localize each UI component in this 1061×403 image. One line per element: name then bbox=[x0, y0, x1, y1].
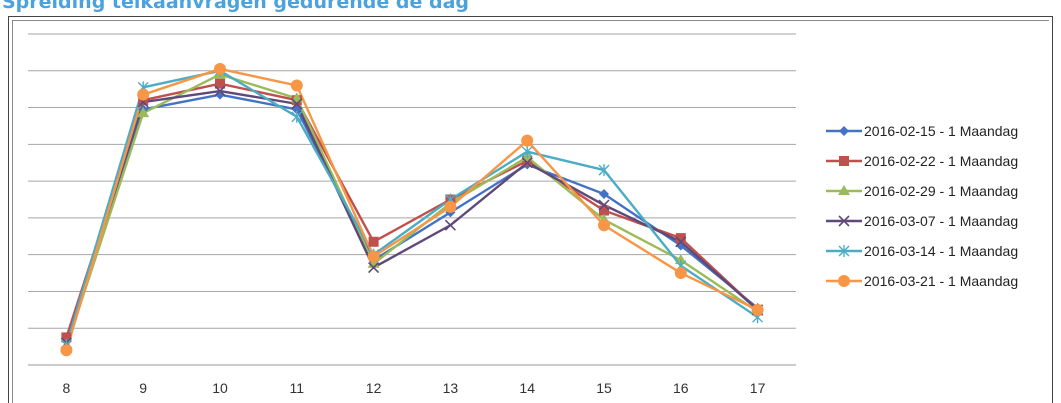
chart-inner-frame bbox=[12, 20, 1049, 403]
series-line-5 bbox=[65, 69, 759, 346]
legend-item: 2016-02-29 - 1 Maandag bbox=[826, 183, 1018, 199]
legend-marker bbox=[839, 126, 849, 136]
gridlines bbox=[28, 33, 796, 366]
legend-label: 2016-03-14 - 1 Maandag bbox=[864, 243, 1018, 259]
series-line-2 bbox=[65, 82, 759, 338]
legend-label: 2016-03-07 - 1 Maandag bbox=[864, 213, 1018, 229]
data-point bbox=[521, 157, 533, 169]
legend-item: 2016-03-14 - 1 Maandag bbox=[826, 243, 1018, 259]
data-point bbox=[137, 107, 150, 118]
legend-item: 2016-03-21 - 1 Maandag bbox=[826, 273, 1018, 289]
legend-marker bbox=[838, 275, 850, 287]
data-point bbox=[674, 267, 687, 280]
data-point bbox=[137, 88, 150, 101]
x-axis-tick-labels: 8 9 10 11 12 13 14 15 16 17 bbox=[63, 380, 766, 396]
data-point bbox=[599, 188, 609, 199]
chart-title: Spreiding telkaanvragen gedurende de dag bbox=[2, 0, 470, 13]
data-point bbox=[675, 236, 687, 248]
x-tick-label: 12 bbox=[366, 380, 382, 396]
legend-label: 2016-03-21 - 1 Maandag bbox=[864, 273, 1018, 289]
data-point bbox=[598, 164, 610, 177]
x-tick-label: 9 bbox=[139, 380, 147, 396]
x-tick-label: 16 bbox=[673, 380, 689, 396]
x-tick-label: 15 bbox=[596, 380, 612, 396]
x-tick-label: 10 bbox=[212, 380, 228, 396]
data-point bbox=[751, 303, 764, 316]
data-point bbox=[367, 250, 380, 263]
data-point bbox=[61, 332, 72, 343]
legend-label: 2016-02-29 - 1 Maandag bbox=[864, 183, 1018, 199]
chart-frame bbox=[8, 16, 1053, 403]
data-point bbox=[368, 261, 380, 274]
x-tick-label: 13 bbox=[443, 380, 459, 396]
data-point bbox=[214, 62, 226, 75]
series-line-6 bbox=[65, 67, 759, 351]
legend-item: 2016-02-15 - 1 Maandag bbox=[826, 123, 1018, 139]
data-point bbox=[214, 85, 226, 97]
data-point bbox=[598, 219, 610, 232]
data-point bbox=[215, 78, 225, 89]
series-line-3 bbox=[65, 73, 759, 347]
x-tick-label: 17 bbox=[750, 380, 766, 396]
data-point bbox=[521, 145, 533, 158]
data-point bbox=[60, 344, 73, 357]
data-point bbox=[675, 233, 686, 244]
x-tick-label: 11 bbox=[290, 380, 305, 396]
legend: 2016-02-15 - 1 Maandag 2016-02-22 - 1 Maa… bbox=[826, 123, 1018, 289]
legend-marker bbox=[838, 245, 850, 257]
x-tick-label: 8 bbox=[63, 380, 71, 396]
data-point bbox=[521, 134, 534, 147]
legend-marker bbox=[838, 185, 850, 195]
legend-item: 2016-03-07 - 1 Maandag bbox=[826, 213, 1018, 229]
data-point bbox=[215, 89, 225, 100]
data-point bbox=[674, 254, 687, 265]
series-lines bbox=[65, 67, 759, 351]
series-markers bbox=[60, 62, 764, 357]
legend-label: 2016-02-22 - 1 Maandag bbox=[864, 153, 1018, 169]
data-point bbox=[291, 98, 303, 110]
legend-item: 2016-02-22 - 1 Maandag bbox=[826, 153, 1018, 169]
legend-marker bbox=[838, 215, 850, 227]
data-point bbox=[444, 219, 456, 231]
data-point bbox=[598, 199, 610, 211]
x-tick-label: 14 bbox=[519, 380, 535, 396]
series-line-4 bbox=[65, 89, 759, 344]
data-point bbox=[291, 110, 303, 123]
data-point bbox=[599, 205, 609, 216]
legend-label: 2016-02-15 - 1 Maandag bbox=[864, 123, 1018, 139]
legend-marker bbox=[839, 156, 849, 166]
data-point bbox=[444, 200, 457, 213]
data-point bbox=[290, 79, 303, 92]
data-point bbox=[368, 236, 379, 247]
